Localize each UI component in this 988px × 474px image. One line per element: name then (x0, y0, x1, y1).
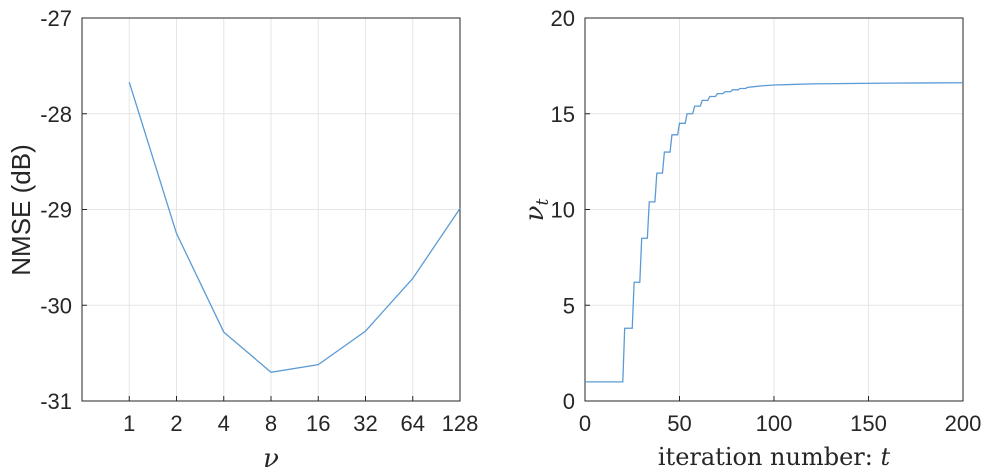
right-grid (584, 17, 964, 402)
left-x-tick-label: 64 (401, 411, 425, 436)
left-plot: -27-28-29-30-31 1 2 4 8 16 32 64 128 NMSE (dB) … (6, 6, 478, 474)
right-x-tick-label: 100 (756, 411, 793, 436)
left-x-tick-label: 8 (265, 411, 277, 436)
left-x-tick-label: 2 (170, 411, 182, 436)
left-x-tick-label: 32 (353, 411, 377, 436)
right-y-tick-label: 0 (563, 389, 575, 414)
right-y-tick-label: 10 (551, 198, 575, 223)
left-y-tick-label: -28 (40, 102, 72, 127)
left-x-tick-labels: 1 2 4 8 16 32 64 128 (123, 411, 478, 436)
left-grid (82, 17, 461, 402)
left-x-tick-label: 4 (218, 411, 230, 436)
left-y-tick-label: -31 (40, 389, 72, 414)
right-y-tick-label: 20 (551, 6, 575, 31)
left-x-axis-label: ν (263, 444, 279, 474)
right-y-axis-label-subscript: t (533, 199, 553, 206)
right-x-tick-label: 200 (945, 411, 982, 436)
right-x-tick-label: 0 (579, 411, 591, 436)
right-x-tick-labels: 0 50 100 150 200 (579, 411, 981, 436)
left-y-tick-label: -29 (40, 198, 72, 223)
right-y-axis-label-symbol: ν (520, 205, 550, 221)
left-x-tick-label: 16 (306, 411, 330, 436)
right-y-axis-label: νt (520, 199, 553, 222)
right-y-tick-labels: 0 5 10 15 20 (551, 6, 575, 414)
right-series-line (585, 82, 964, 383)
right-x-tick-label: 150 (850, 411, 887, 436)
right-x-tick-label: 50 (667, 411, 691, 436)
right-x-axis-label: iteration number: t (658, 443, 891, 471)
left-y-axis-label: NMSE (dB) (6, 144, 36, 275)
left-series-line (128, 81, 461, 373)
right-x-axis-label-text: iteration number: (658, 443, 881, 471)
right-y-tick-label: 5 (563, 293, 575, 318)
left-ticks (82, 17, 461, 402)
left-y-tick-labels: -27 -28 -29 -30 -31 (40, 6, 72, 414)
right-ticks (584, 17, 964, 402)
left-x-tick-label: 128 (442, 411, 479, 436)
right-x-axis-label-var: t (880, 443, 890, 471)
left-y-tick-label: -30 (40, 293, 72, 318)
left-x-tick-label: 1 (123, 411, 135, 436)
right-y-tick-label: 15 (551, 102, 575, 127)
left-y-tick-label: -27 (40, 6, 72, 31)
